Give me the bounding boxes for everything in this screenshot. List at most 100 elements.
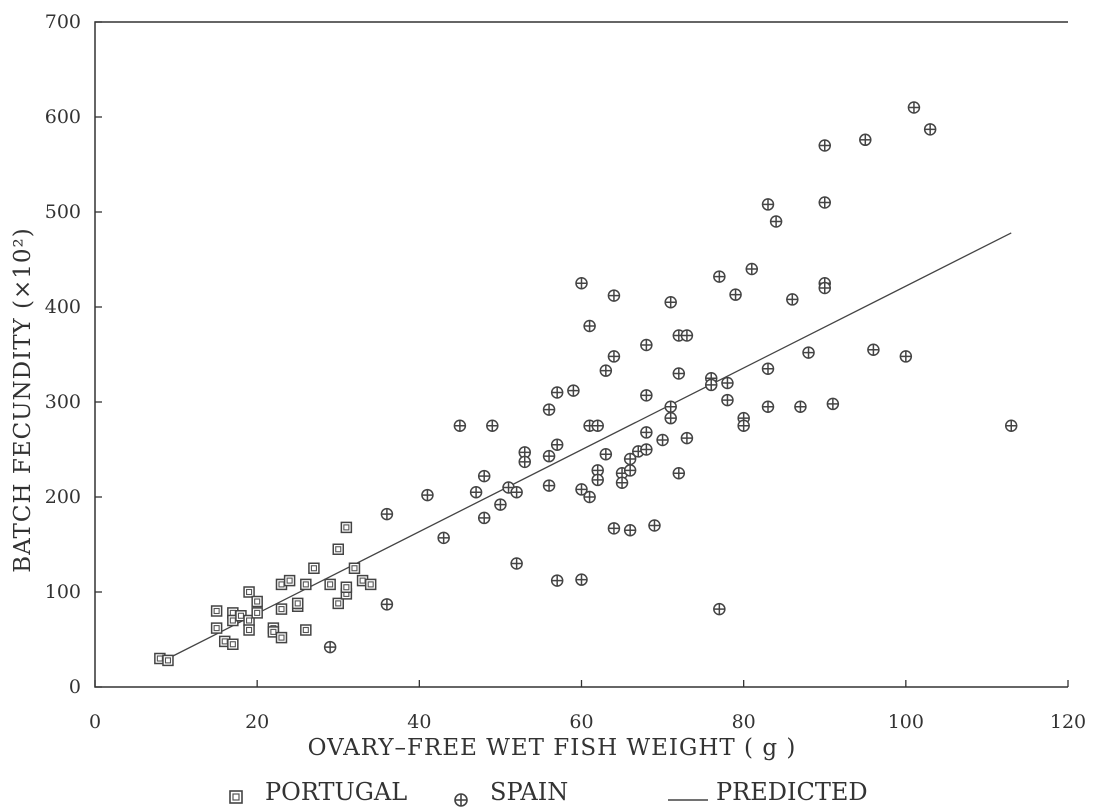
spain-point [761,362,775,375]
x-tick-label: 40 [407,711,431,733]
spain-point [607,350,621,363]
spain-point [664,296,677,309]
spain-point [591,419,604,432]
x-tick-label: 20 [245,711,269,733]
legend-label-spain: SPAIN [490,778,568,806]
spain-point [859,133,872,147]
spain-point [542,403,556,416]
y-axis-ticks: 0 100 200 300 400 500 600 700 [45,11,102,698]
y-tick-label: 100 [45,581,81,603]
spain-point [729,288,742,301]
portugal-point [210,605,223,617]
spain-point [745,262,759,276]
spain-point [786,293,799,306]
y-tick-label: 200 [45,486,81,508]
spain-point [737,419,750,432]
spain-point [648,519,661,532]
portugal-point [308,562,320,574]
spain-point [672,467,686,480]
portugal-point [243,624,255,636]
spain-point [583,319,596,333]
legend-marker-portugal [229,790,243,804]
spain-point [380,598,394,611]
chart-axes [94,21,1068,688]
x-tick-label: 80 [732,711,756,733]
spain-point [623,524,637,537]
spain-point [672,367,686,380]
spain-point [550,386,564,399]
portugal-point [291,597,304,610]
x-tick-label: 0 [89,711,101,733]
x-axis-ticks: 0 20 40 60 80 100 120 [89,680,1086,733]
spain-point [1004,419,1018,432]
portugal-point [251,595,263,608]
spain-point [591,473,604,487]
predicted-line [167,232,1012,660]
portugal-point [332,543,344,555]
y-tick-label: 400 [45,296,81,318]
legend-label-portugal: PORTUGAL [265,778,407,806]
spain-point [615,476,629,489]
spain-point [656,433,669,447]
portugal-point [340,521,353,534]
y-tick-label: 0 [69,676,81,698]
spain-point [542,449,556,463]
y-tick-label: 700 [45,11,81,33]
chart-marks [154,101,1018,667]
spain-point [550,574,564,587]
spain-point [380,507,394,521]
spain-point [680,329,694,342]
y-tick-label: 500 [45,201,81,223]
spain-point [583,490,596,504]
portugal-point [300,624,312,636]
x-axis-title: OVARY–FREE WET FISH WEIGHT ( g ) [308,735,797,761]
spain-point [867,343,880,356]
x-tick-label: 100 [888,711,924,733]
spain-point [640,389,653,402]
spain-point [794,400,807,413]
spain-point [437,531,450,545]
spain-point [704,378,718,392]
portugal-point [324,578,336,591]
spain-point [567,384,580,397]
y-axis-title: BATCH FECUNDITY (×10²) [10,227,36,572]
spain-point [518,455,531,469]
spain-point [599,364,613,377]
spain-point [599,448,613,461]
portugal-point [243,586,255,598]
portugal-point [227,638,239,650]
spain-point [510,557,523,570]
portugal-point [275,631,288,644]
spain-point [680,431,694,445]
spain-point [623,452,637,466]
portugal-point [340,581,353,593]
spain-point [575,573,588,586]
spain-point [542,479,556,492]
spain-point [713,270,726,283]
spain-point [899,350,913,363]
portugal-point [300,578,312,591]
spain-point [664,411,677,425]
spain-point [510,486,523,499]
portugal-point [364,578,377,591]
spain-point [818,139,831,152]
portugal-point [251,607,263,619]
spain-point [761,400,775,413]
x-tick-label: 60 [569,711,593,733]
portugal-point [348,562,361,574]
spain-point [761,198,775,211]
spain-point [640,443,653,456]
spain-point [477,469,491,483]
spain-point [923,123,937,136]
spain-point [469,486,483,499]
y-tick-label: 600 [45,106,81,128]
legend-label-predicted: PREDICTED [716,778,868,806]
portugal-point [162,654,174,667]
spain-point [721,376,734,390]
spain-point [818,196,831,209]
spain-point [486,419,499,432]
spain-point [607,289,621,302]
spain-point [494,498,507,511]
spain-point [640,426,653,439]
